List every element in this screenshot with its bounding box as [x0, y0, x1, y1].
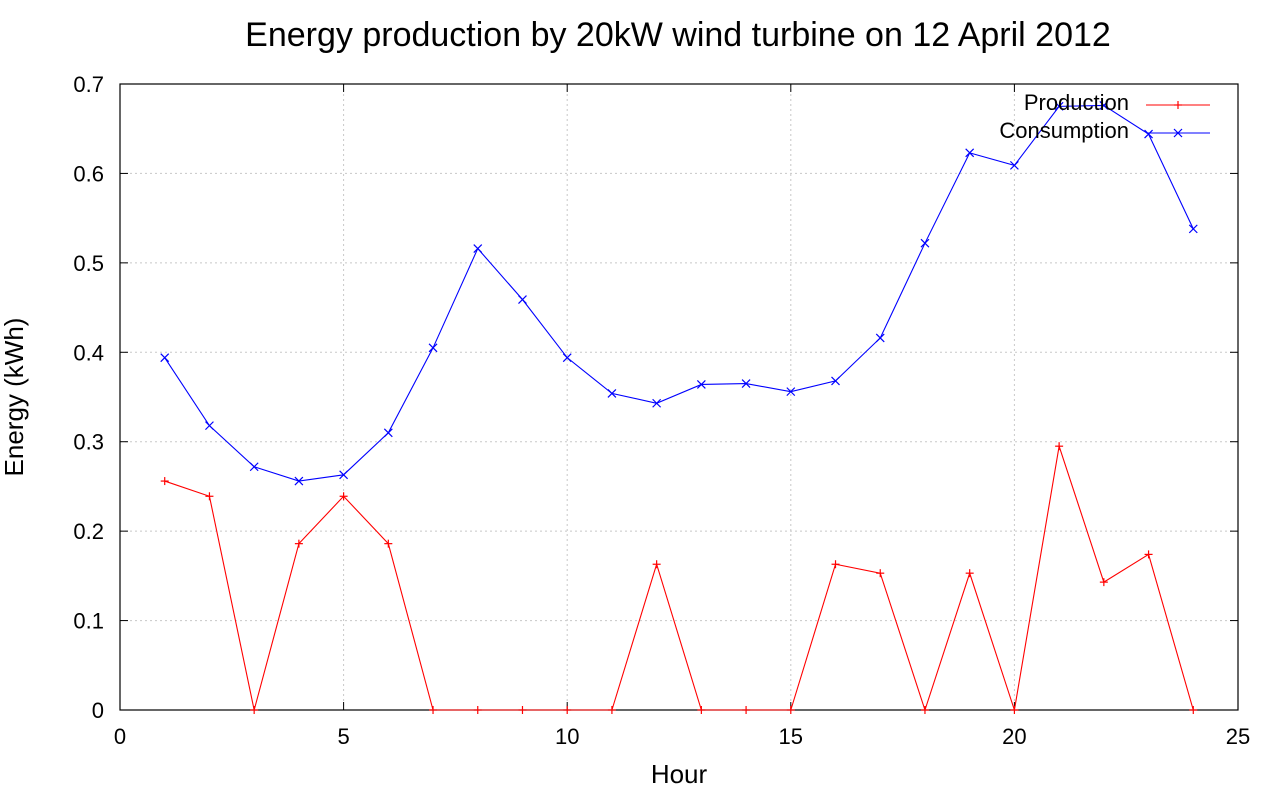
- production-point: [697, 706, 706, 714]
- production-point: [429, 706, 438, 714]
- production-point: [965, 569, 974, 578]
- production-point: [250, 706, 259, 714]
- y-axis-label: Energy (kWh): [0, 318, 29, 477]
- x-tick-label: 5: [337, 724, 349, 749]
- y-tick-label: 0.4: [73, 340, 104, 365]
- consumption-point: [339, 470, 349, 480]
- production-point: [1189, 706, 1198, 714]
- production-point: [384, 539, 393, 548]
- consumption-point: [1054, 101, 1064, 111]
- production-point: [518, 706, 527, 714]
- consumption-point: [473, 244, 483, 253]
- y-tick-label: 0.3: [73, 430, 104, 455]
- legend: Production Consumption: [999, 90, 1210, 143]
- series-layer: [160, 101, 1198, 714]
- consumption-point: [294, 476, 304, 486]
- consumption-point: [249, 462, 259, 472]
- production-point: [607, 706, 616, 714]
- legend-label-production: Production: [1024, 90, 1129, 115]
- consumption-point: [1009, 160, 1019, 170]
- consumption-point: [518, 295, 527, 304]
- axis-ticks: 0 5 10 15 20 25 0 0.1 0.2 0.3 0.4 0.5 0.6 0.7: [73, 72, 1250, 749]
- x-tick-label: 10: [555, 724, 579, 749]
- production-point: [1055, 442, 1064, 451]
- consumption-point: [1099, 101, 1109, 110]
- consumption-point: [1144, 129, 1153, 139]
- consumption-point: [786, 387, 796, 397]
- production-point: [1144, 550, 1153, 559]
- y-tick-label: 0.5: [73, 251, 104, 276]
- x-tick-label: 15: [779, 724, 803, 749]
- consumption-series: [160, 101, 1198, 486]
- y-tick-label: 0.6: [73, 161, 104, 186]
- plot-area-frame: [119, 83, 1239, 711]
- y-tick-label: 0.1: [73, 609, 104, 634]
- legend-label-consumption: Consumption: [999, 118, 1129, 143]
- consumption-point: [562, 353, 572, 363]
- consumption-point: [741, 379, 751, 389]
- consumption-point: [652, 398, 662, 408]
- production-point: [652, 560, 661, 569]
- consumption-point: [831, 376, 840, 386]
- consumption-point: [607, 388, 617, 398]
- consumption-point: [428, 343, 438, 353]
- production-point: [742, 706, 751, 714]
- legend-marker-consumption: [1173, 128, 1183, 138]
- production-point: [876, 569, 885, 578]
- production-point: [160, 477, 169, 486]
- legend-item-consumption: Consumption: [999, 118, 1210, 143]
- chart-title: Energy production by 20kW wind turbine o…: [245, 16, 1111, 54]
- production-point: [920, 706, 929, 714]
- consumption-point: [205, 421, 214, 431]
- production-point: [205, 492, 214, 501]
- y-tick-label: 0: [92, 698, 104, 723]
- legend-item-production: Production: [1024, 90, 1210, 115]
- x-tick-label: 25: [1226, 724, 1250, 749]
- production-point: [473, 706, 482, 714]
- consumption-point: [696, 380, 706, 389]
- production-point: [339, 492, 348, 501]
- production-series: [160, 442, 1198, 714]
- x-axis-label: Hour: [651, 759, 708, 789]
- y-tick-label: 0.2: [73, 519, 104, 544]
- y-tick-label: 0.7: [73, 72, 104, 97]
- consumption-point: [160, 353, 170, 363]
- production-point: [831, 560, 840, 569]
- production-point: [786, 706, 795, 714]
- consumption-point: [1188, 224, 1198, 234]
- x-tick-label: 0: [114, 724, 126, 749]
- consumption-point: [920, 238, 930, 248]
- production-line: [164, 446, 1194, 712]
- production-point: [1010, 706, 1019, 714]
- consumption-point: [383, 428, 393, 438]
- consumption-point: [965, 148, 975, 158]
- consumption-line: [164, 104, 1194, 482]
- consumption-point: [875, 333, 885, 343]
- production-point: [294, 539, 303, 548]
- x-tick-label: 20: [1002, 724, 1026, 749]
- legend-marker-production: [1174, 101, 1182, 109]
- production-point: [563, 706, 572, 714]
- grid-lines: [120, 84, 1238, 710]
- production-point: [1099, 578, 1108, 587]
